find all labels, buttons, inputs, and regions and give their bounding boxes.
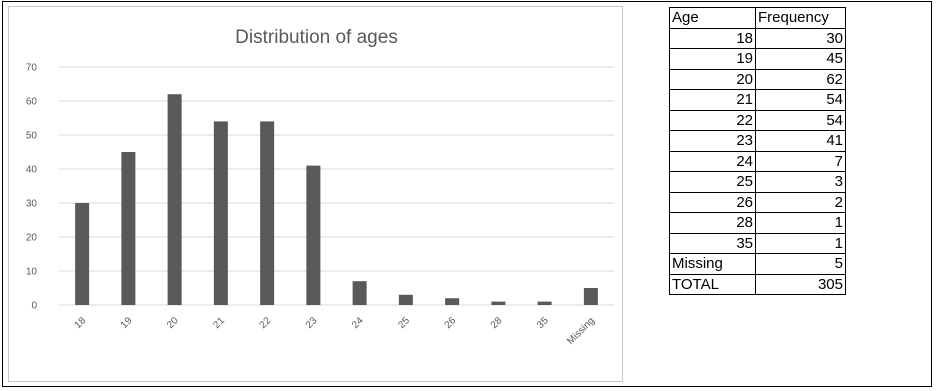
table-row: 35 1	[669, 232, 846, 254]
bar-20	[167, 94, 182, 305]
x-tick-label: 19	[119, 315, 135, 331]
table-row: TOTAL 305	[669, 273, 846, 295]
y-tick-label: 60	[26, 97, 38, 108]
age-cell: 26	[669, 191, 756, 213]
table-row: 23 41	[669, 130, 846, 152]
x-tick-label: Missing	[565, 315, 597, 347]
bar-23	[306, 165, 321, 305]
frequency-cell: 45	[755, 48, 846, 70]
frequency-cell: 5	[755, 253, 846, 275]
bar-19	[121, 152, 136, 305]
y-tick-label: 30	[26, 199, 38, 210]
age-cell: 18	[669, 27, 756, 49]
table-row: 24 7	[669, 150, 846, 172]
frequency-cell: 1	[755, 212, 846, 234]
bar-25	[398, 294, 413, 305]
age-cell: 35	[669, 232, 756, 254]
x-tick-label: 22	[258, 315, 274, 331]
y-tick-label: 0	[31, 301, 37, 312]
chart-title: Distribution of ages	[235, 27, 398, 48]
y-tick-label: 20	[26, 233, 38, 244]
bar-chart: 0 10 20 30 40 50 60 70 18 19 20 21 22 23 24 25 26 28 35 Mis…	[26, 63, 614, 347]
table-row: 28 1	[669, 212, 846, 234]
age-cell: 22	[669, 109, 756, 131]
bar-26	[445, 298, 460, 305]
x-tick-label: 18	[73, 315, 89, 331]
bar-24	[352, 281, 367, 305]
frequency-cell: 62	[755, 68, 846, 90]
age-cell: 23	[669, 130, 756, 152]
x-tick-label: 24	[350, 315, 366, 331]
y-tick-label: 50	[26, 131, 38, 142]
bar-missing	[583, 288, 598, 305]
age-cell: 24	[669, 150, 756, 172]
table-header-row: Age Frequency	[669, 7, 846, 29]
bar-18	[75, 203, 90, 305]
y-tick-label: 70	[26, 63, 38, 74]
x-tick-label: 25	[396, 315, 412, 331]
x-tick-label: 20	[165, 315, 181, 331]
x-tick-label: 35	[535, 315, 551, 331]
table-row: 26 2	[669, 191, 846, 213]
frequency-cell: 7	[755, 150, 846, 172]
age-cell: Missing	[669, 253, 756, 275]
table-row: Missing 5	[669, 253, 846, 275]
frequency-cell: 54	[755, 89, 846, 111]
bar-21	[213, 121, 228, 306]
frequency-cell: 1	[755, 232, 846, 254]
frequency-cell: 54	[755, 109, 846, 131]
x-tick-label: 23	[304, 315, 320, 331]
x-tick-label: 26	[443, 315, 459, 331]
x-tick-label: 28	[489, 315, 505, 331]
age-cell: 20	[669, 68, 756, 90]
age-cell: 19	[669, 48, 756, 70]
bar-22	[260, 121, 275, 306]
header-age: Age	[669, 7, 756, 29]
table-row: 25 3	[669, 171, 846, 193]
age-cell: 25	[669, 171, 756, 193]
chart-panel: Distribution of ages 0 10 20 30 40 50 60 70 18 19…	[8, 6, 623, 382]
table-row: 18 30	[669, 27, 846, 49]
age-cell: 21	[669, 89, 756, 111]
table-row: 19 45	[669, 48, 846, 70]
table-row: 20 62	[669, 68, 846, 90]
age-cell: TOTAL	[669, 273, 756, 295]
frequency-cell: 305	[755, 273, 846, 295]
x-tick-label: 21	[211, 315, 227, 331]
age-cell: 28	[669, 212, 756, 234]
table-row: 22 54	[669, 109, 846, 131]
y-tick-label: 10	[26, 267, 38, 278]
header-frequency: Frequency	[755, 7, 846, 29]
bar-28	[491, 301, 506, 305]
frequency-table: Age Frequency 18 30 19 45 20 62 21 54 22 54 23 41 24…	[669, 7, 846, 295]
table-row: 21 54	[669, 89, 846, 111]
frequency-cell: 30	[755, 27, 846, 49]
frequency-cell: 3	[755, 171, 846, 193]
y-tick-label: 40	[26, 165, 38, 176]
frequency-cell: 41	[755, 130, 846, 152]
frequency-cell: 2	[755, 191, 846, 213]
bar-35	[537, 301, 552, 305]
